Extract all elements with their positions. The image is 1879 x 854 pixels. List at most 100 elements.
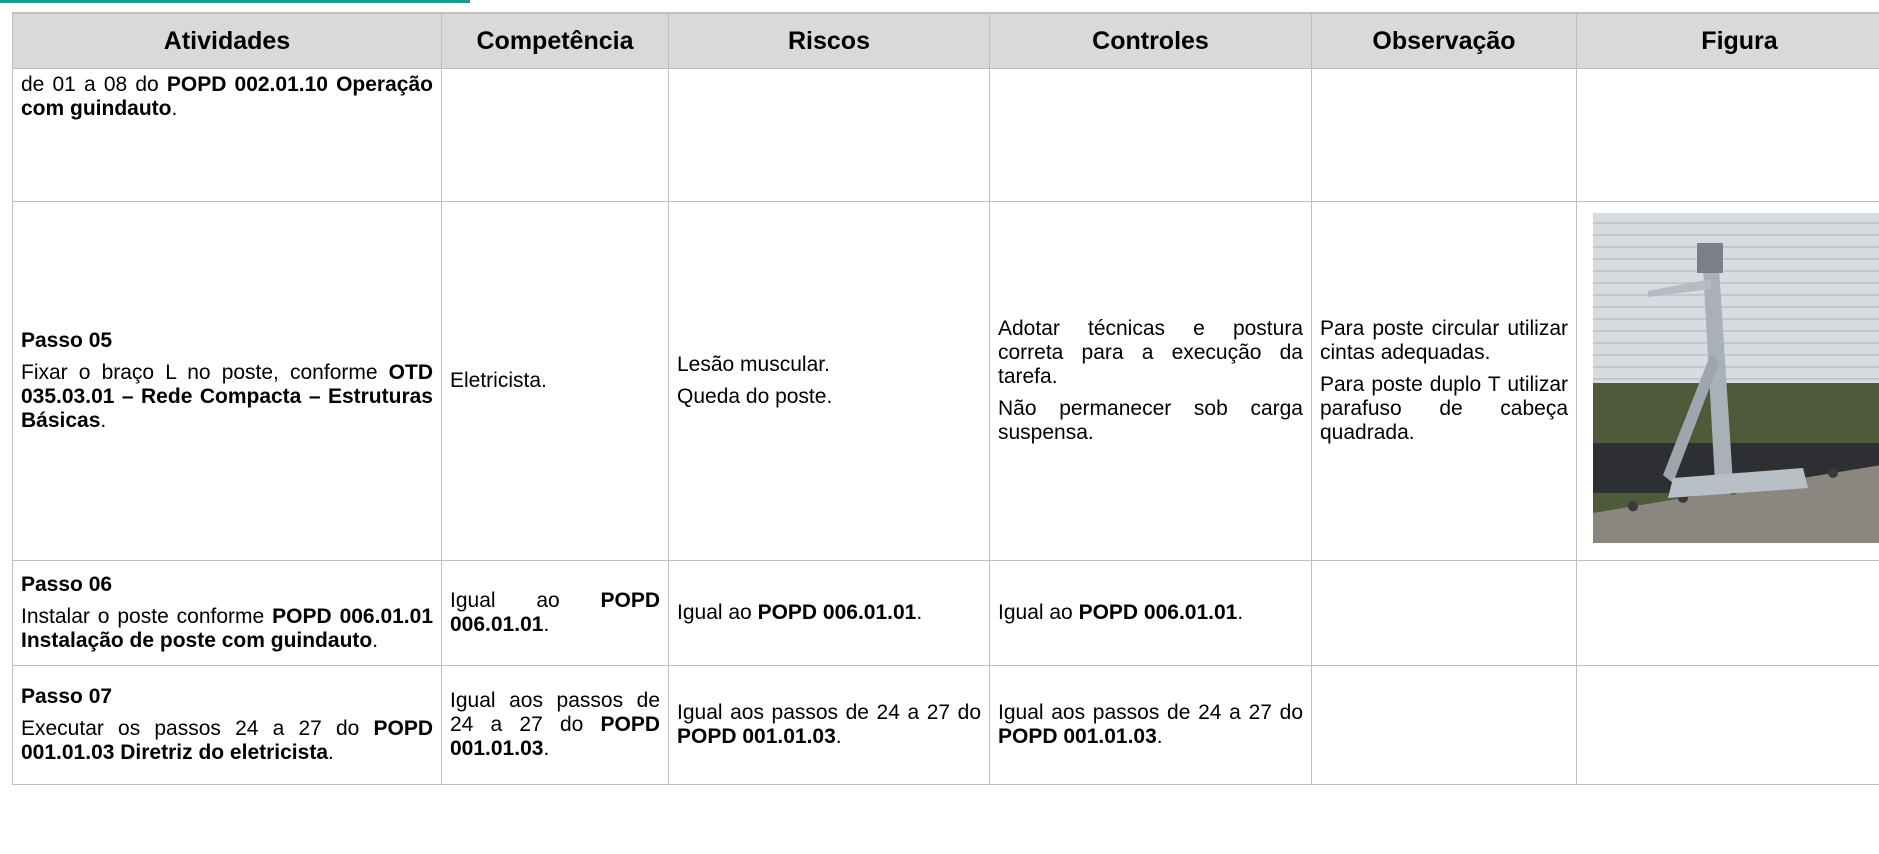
table-cell: Igual aos passos de 24 a 27 do POPD 001.… bbox=[441, 665, 669, 785]
header-cell: Competência bbox=[441, 12, 669, 69]
table-cell: Eletricista. bbox=[441, 201, 669, 561]
table-cell bbox=[668, 68, 990, 202]
text: Não permanecer sob carga suspensa. bbox=[998, 397, 1303, 444]
bold-text: POPD 006.01.01 bbox=[757, 601, 917, 624]
bold-text: POPD 002.01.10 Operação com guindauto bbox=[21, 73, 433, 120]
paragraph: Queda do poste. bbox=[677, 385, 981, 409]
paragraph: Adotar técnicas e postura correta para a… bbox=[998, 317, 1303, 389]
text: . bbox=[1237, 601, 1244, 624]
table-row: de 01 a 08 do POPD 002.01.10 Operação co… bbox=[12, 68, 1879, 202]
table: Atividades Competência Riscos Controles Obse… bbox=[12, 12, 1879, 785]
paragraph: Fixar o braço L no poste, conforme OTD 0… bbox=[21, 361, 433, 433]
text: Igual aos passos de 24 a 27 do bbox=[677, 701, 981, 724]
table-cell: Igual aos passos de 24 a 27 do POPD 001.… bbox=[668, 665, 990, 785]
paragraph: Lesão muscular. bbox=[677, 353, 981, 377]
text: . bbox=[171, 97, 178, 120]
text: . bbox=[835, 725, 842, 748]
header-cell: Riscos bbox=[668, 12, 990, 69]
text: de 01 a 08 do bbox=[21, 73, 167, 96]
bold-text: Passo 05 bbox=[21, 329, 113, 352]
bold-text: POPD 006.01.01 bbox=[1078, 601, 1238, 624]
text: Para poste circular utilizar cintas adeq… bbox=[1320, 317, 1568, 364]
paragraph: Igual aos passos de 24 a 27 do POPD 001.… bbox=[450, 689, 660, 761]
paragraph: Igual ao POPD 006.01.01. bbox=[677, 601, 981, 625]
bold-text: POPD 001.01.03 bbox=[998, 725, 1157, 748]
paragraph: Eletricista. bbox=[450, 369, 660, 393]
bold-text: POPD 001.01.03 bbox=[450, 713, 660, 760]
table-cell: Passo 06 Instalar o poste conforme POPD 0… bbox=[12, 560, 442, 666]
text: Instalar o poste conforme bbox=[21, 605, 273, 628]
text: Igual aos passos de 24 a 27 do bbox=[450, 689, 660, 736]
paragraph: Para poste duplo T utilizar parafuso de … bbox=[1320, 373, 1568, 445]
paragraph: Igual aos passos de 24 a 27 do POPD 001.… bbox=[677, 701, 981, 749]
table-cell: Igual aos passos de 24 a 27 do POPD 001.… bbox=[989, 665, 1312, 785]
paragraph: Igual ao POPD 006.01.01. bbox=[450, 589, 660, 637]
header-cell: Atividades bbox=[12, 12, 442, 69]
text: . bbox=[328, 741, 334, 764]
text: . bbox=[100, 409, 107, 432]
bold-text: OTD 035.03.01 – Rede Compacta – Estrutur… bbox=[21, 361, 433, 432]
paragraph: Passo 07 bbox=[21, 685, 433, 709]
text: Queda do poste. bbox=[677, 385, 833, 408]
paragraph: Passo 06 bbox=[21, 573, 433, 597]
text: Eletricista. bbox=[450, 369, 547, 392]
table-wrap: Atividades Competência Riscos Controles Obse… bbox=[12, 12, 1879, 854]
table-cell bbox=[1576, 68, 1879, 202]
table-row: Passo 06 Instalar o poste conforme POPD 0… bbox=[12, 560, 1879, 666]
table-cell: Igual ao POPD 006.01.01. bbox=[441, 560, 669, 666]
paragraph: de 01 a 08 do POPD 002.01.10 Operação co… bbox=[21, 73, 433, 121]
text: Adotar técnicas e postura correta para a… bbox=[998, 317, 1303, 388]
text: Igual ao bbox=[677, 601, 758, 624]
text: . bbox=[543, 737, 550, 760]
header-cell: Controles bbox=[989, 12, 1312, 69]
table-cell: Passo 07 Executar os passos 24 a 27 do PO… bbox=[12, 665, 442, 785]
table-cell: Adotar técnicas e postura correta para a… bbox=[989, 201, 1312, 561]
table-cell bbox=[1576, 560, 1879, 666]
text: Para poste duplo T utilizar parafuso de … bbox=[1320, 373, 1568, 444]
text: . bbox=[372, 629, 379, 652]
text: . bbox=[543, 613, 550, 636]
text: Lesão muscular. bbox=[677, 353, 830, 376]
paragraph: Executar os passos 24 a 27 do POPD 001.0… bbox=[21, 717, 433, 765]
table-cell bbox=[1311, 68, 1577, 202]
paragraph: Igual aos passos de 24 a 27 do POPD 001.… bbox=[998, 701, 1303, 749]
table-cell: Lesão muscular. Queda do poste. bbox=[668, 201, 990, 561]
text: Igual ao bbox=[998, 601, 1079, 624]
text: . bbox=[916, 601, 923, 624]
bold-text: POPD 001.01.03 Diretriz do eletricista bbox=[21, 717, 433, 764]
table-cell: de 01 a 08 do POPD 002.01.10 Operação co… bbox=[12, 68, 442, 202]
header-cell: Figura bbox=[1576, 12, 1879, 69]
paragraph: Passo 05 bbox=[21, 329, 433, 353]
table-cell bbox=[1311, 665, 1577, 785]
text: Igual aos passos de 24 a 27 do bbox=[998, 701, 1303, 724]
bold-text: Passo 06 bbox=[21, 573, 113, 596]
text: Fixar o braço L no poste, conforme bbox=[21, 361, 389, 384]
header-row: Atividades Competência Riscos Controles Obse… bbox=[12, 12, 1879, 69]
bold-text: Passo 07 bbox=[21, 685, 113, 708]
table-cell: Igual ao POPD 006.01.01. bbox=[989, 560, 1312, 666]
table-cell bbox=[1311, 560, 1577, 666]
table-cell: Passo 05 Fixar o braço L no poste, confor… bbox=[12, 201, 442, 561]
paragraph: Instalar o poste conforme POPD 006.01.01… bbox=[21, 605, 433, 653]
table-row: Passo 05 Fixar o braço L no poste, confor… bbox=[12, 201, 1879, 561]
header-cell: Observação bbox=[1311, 12, 1577, 69]
text: Executar os passos 24 a 27 do bbox=[21, 717, 374, 740]
table-cell: Igual ao POPD 006.01.01. bbox=[668, 560, 990, 666]
table-cell bbox=[441, 68, 669, 202]
paragraph: Para poste circular utilizar cintas adeq… bbox=[1320, 317, 1568, 365]
paragraph: Não permanecer sob carga suspensa. bbox=[998, 397, 1303, 445]
text: Igual ao bbox=[450, 589, 601, 612]
table-cell bbox=[1576, 201, 1879, 561]
table-body: de 01 a 08 do POPD 002.01.10 Operação co… bbox=[12, 68, 1879, 785]
bold-text: POPD 001.01.03 bbox=[677, 725, 836, 748]
bold-text: POPD 006.01.01 Instalação de poste com g… bbox=[21, 605, 433, 652]
figure-photo bbox=[1593, 213, 1879, 543]
table-cell bbox=[989, 68, 1312, 202]
accent-line bbox=[0, 0, 470, 3]
table-cell: Para poste circular utilizar cintas adeq… bbox=[1311, 201, 1577, 561]
paragraph: Igual ao POPD 006.01.01. bbox=[998, 601, 1303, 625]
table-cell bbox=[1576, 665, 1879, 785]
table-row: Passo 07 Executar os passos 24 a 27 do PO… bbox=[12, 665, 1879, 785]
text: . bbox=[1156, 725, 1163, 748]
